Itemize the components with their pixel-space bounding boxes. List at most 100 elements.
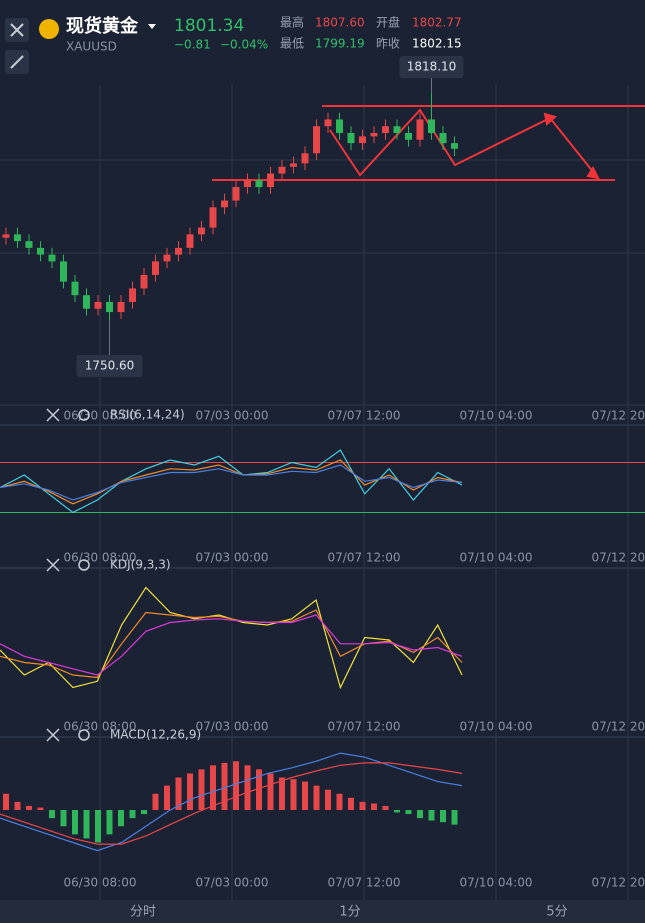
x-tick-label: 07/10 04:00	[460, 876, 533, 890]
candle-body	[152, 261, 159, 275]
macd-bar	[440, 810, 446, 823]
path-arrow	[329, 108, 599, 179]
tab-bar-bg	[0, 900, 645, 923]
candle-body	[290, 163, 297, 167]
macd-bar	[60, 810, 67, 827]
candle-body	[244, 180, 251, 188]
macd-bar	[336, 793, 343, 810]
macd-bar	[175, 777, 182, 810]
candle-body	[393, 126, 401, 133]
dropdown-arrow[interactable]	[148, 24, 156, 29]
candle-body	[25, 241, 33, 248]
indicator-line	[0, 762, 463, 845]
candle-body	[267, 173, 274, 188]
macd-bar	[359, 801, 366, 810]
macd-bar	[141, 810, 147, 815]
x-tick-label: 07/07 12:00	[328, 876, 401, 890]
x-tick-label: 07/12 20:00	[592, 876, 645, 890]
settings-icon[interactable]	[78, 559, 90, 571]
macd-bar	[325, 789, 331, 810]
indicator-line	[0, 464, 463, 501]
change-pct: −0.04%	[220, 38, 268, 52]
x-tick-label: 07/10 04:00	[460, 720, 533, 734]
indicator-line	[0, 459, 463, 505]
indicator-title: KDJ(9,3,3)	[110, 558, 171, 572]
macd-bar	[417, 810, 423, 819]
candle-body	[186, 234, 194, 248]
macd-bar	[394, 810, 400, 813]
close-icon[interactable]	[46, 408, 60, 422]
macd-bar	[164, 785, 170, 810]
macd-bar	[233, 761, 239, 810]
candle-body	[140, 274, 148, 289]
candle-body	[221, 200, 228, 208]
candle-body	[60, 261, 67, 282]
x-tick-label: 07/03 00:00	[196, 551, 269, 565]
macd-bar	[106, 810, 113, 835]
candle-body	[106, 301, 113, 313]
indicator-line	[0, 752, 463, 852]
macd-bar	[198, 769, 205, 810]
macd-bar	[256, 769, 262, 810]
macd-bar	[451, 810, 458, 825]
stat-value: 1802.15	[412, 37, 462, 51]
stat-value: 1799.19	[315, 37, 365, 51]
macd-bar	[118, 810, 124, 827]
tab[interactable]: 5分	[546, 905, 567, 920]
stat-value: 1802.77	[412, 16, 462, 30]
tab-bar: 分时 1分 5分	[0, 900, 645, 923]
candle-body	[209, 207, 217, 228]
macd-bar	[26, 805, 32, 810]
macd-bar	[49, 810, 55, 819]
macd-bar	[3, 793, 9, 810]
candle-body	[336, 119, 343, 133]
candle-body	[451, 143, 458, 149]
candle-body	[48, 254, 56, 262]
candle-body	[370, 132, 378, 137]
candle-body	[37, 247, 44, 255]
candle-body	[255, 180, 263, 188]
macd-bar	[14, 801, 21, 810]
change: −0.81	[174, 38, 211, 52]
settings-icon[interactable]	[78, 409, 90, 421]
settings-icon[interactable]	[78, 729, 90, 741]
candle-body	[198, 227, 205, 235]
candle-body	[278, 166, 286, 174]
indicator-title: RSI(6,14,24)	[110, 408, 185, 422]
candle-body	[94, 301, 102, 309]
price: 1801.34	[174, 16, 244, 36]
x-tick-label: 07/07 12:00	[328, 720, 401, 734]
macd-bar	[348, 797, 354, 810]
marker-box	[76, 355, 143, 377]
candle-body	[129, 288, 136, 302]
candle-body	[301, 153, 309, 164]
indicator-line	[0, 449, 463, 514]
stat-label: 最低	[280, 37, 304, 51]
x-tick-label: 07/03 00:00	[196, 876, 269, 890]
x-tick-label: 07/10 04:00	[460, 409, 533, 423]
macd-bar	[83, 810, 90, 839]
instrument-name[interactable]: 现货黄金	[66, 15, 139, 37]
macd-bar	[210, 765, 216, 810]
tab[interactable]: 分时	[130, 905, 156, 920]
x-tick-label: 07/03 00:00	[196, 720, 269, 734]
candle-body	[163, 254, 171, 262]
stat-value: 1807.60	[315, 16, 365, 30]
candle-body	[382, 126, 389, 133]
macd-bar	[152, 793, 159, 810]
macd-bar	[302, 781, 308, 810]
stat-label: 昨收	[376, 37, 400, 51]
marker-box	[399, 56, 464, 78]
close-icon[interactable]	[46, 558, 60, 572]
macd-bar	[279, 777, 285, 810]
tab[interactable]: 1分	[339, 905, 360, 920]
symbol: XAUUSD	[66, 40, 117, 54]
x-tick-label: 07/03 00:00	[196, 409, 269, 423]
macd-bar	[187, 773, 193, 810]
candle-body	[232, 187, 240, 201]
x-tick-label: 07/07 12:00	[328, 551, 401, 565]
close-icon[interactable]	[46, 728, 60, 742]
